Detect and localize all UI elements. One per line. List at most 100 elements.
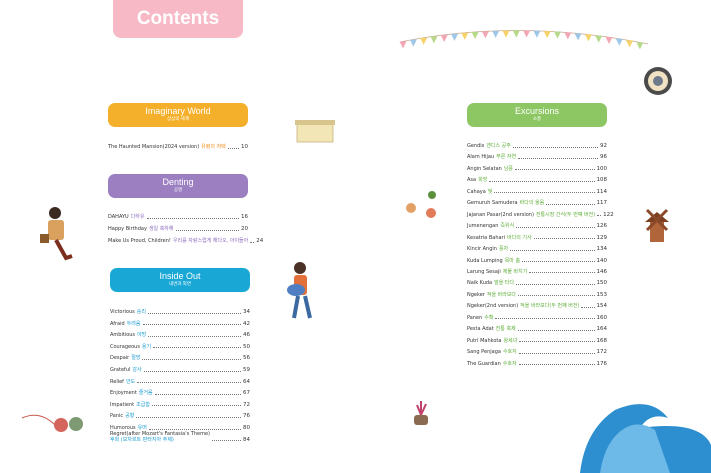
- dot-leader: [153, 347, 241, 349]
- bunting-flag: [543, 31, 551, 39]
- dot-leader: [142, 324, 241, 326]
- entry-subtitle: 생일 축하해: [148, 226, 174, 232]
- entry-text: Gemuruh Samudera 바다의 울음: [467, 200, 544, 206]
- page-number: 20: [241, 226, 248, 232]
- entry-text: Putri Mahkota 왕세녀: [467, 338, 517, 344]
- section-subtitle: 공명: [173, 187, 183, 192]
- entry-text: Ambitious 야망: [110, 332, 146, 338]
- entry-subtitle: 즐거움: [138, 390, 153, 397]
- page-number: 176: [596, 360, 608, 367]
- page-number: 164: [596, 326, 608, 333]
- entry-subtitle: 바다의 울음: [519, 200, 545, 207]
- entry-title: Ngeker: [467, 291, 485, 298]
- entry-title: Larung Sesaji: [467, 268, 501, 275]
- section-subtitle: 소풍: [532, 116, 542, 121]
- entry-subtitle: 안도: [125, 378, 136, 385]
- entry-title: Asa: [467, 177, 477, 184]
- dot-leader: [489, 180, 595, 182]
- toc-entry: Gemuruh Samudera 바다의 울음 117: [467, 196, 607, 206]
- toc-entry: Larung Sesaji 제물 바치기 146: [467, 265, 607, 275]
- entry-title: Impatient: [110, 401, 135, 408]
- dot-leader: [142, 358, 241, 360]
- bunting-flag: [430, 36, 438, 44]
- entry-title: Gemuruh Samudera: [467, 200, 518, 207]
- entry-title: Gendis: [467, 143, 485, 149]
- entry-subtitle: 두려움: [126, 320, 141, 327]
- page-number: 146: [596, 268, 608, 275]
- toc-entry: Victorious 승리 34: [110, 305, 250, 315]
- entry-title: Kesatria Bahari: [467, 234, 506, 241]
- page-number: 24: [256, 238, 264, 244]
- bunting-flag: [554, 31, 561, 39]
- dot-leader: [175, 229, 239, 231]
- page-title: Contents: [113, 0, 243, 38]
- page-number: 150: [596, 280, 608, 287]
- dot-leader: [148, 428, 241, 430]
- entry-title: Grateful: [110, 367, 131, 373]
- toc-entry: The Haunted Mansion(2024 version) 유령의 저택 1…: [108, 140, 248, 150]
- dot-leader: [510, 249, 595, 251]
- dot-leader: [494, 192, 595, 194]
- toc-entry: Angin Selatan 남풍 100: [467, 162, 607, 172]
- entry-title: Ambitious: [110, 332, 136, 339]
- page-number: 160: [596, 314, 608, 321]
- dot-leader: [518, 157, 598, 159]
- bunting-flag: [605, 37, 613, 45]
- entry-subtitle: 후회 (모차르트 판타지아 주제): [110, 436, 174, 443]
- entry-text: Afraid 두려움: [110, 321, 141, 327]
- entry-title: Sang Penjaga: [467, 349, 501, 356]
- page-number: 96: [600, 154, 607, 161]
- entry-text: Pesta Adat 전통 축제: [467, 326, 516, 332]
- entry-text: Gendis 겐디스 공주: [467, 143, 511, 149]
- dot-leader: [518, 364, 595, 366]
- entry-title: Despair: [110, 355, 130, 362]
- toc-entry: Kuda Lumping 목마 춤 140: [467, 254, 607, 264]
- toc-entry: Humorous 유머 80: [110, 421, 250, 431]
- entry-subtitle: 겐디스 공주: [486, 143, 511, 149]
- entry-subtitle: 남풍: [503, 165, 514, 172]
- dot-leader: [581, 306, 595, 308]
- toc-entry: Courageous 용기 50: [110, 340, 250, 350]
- section-title: Excursions: [514, 106, 559, 116]
- entry-subtitle: 공황: [125, 413, 135, 420]
- entry-subtitle: 바다의 기사: [507, 234, 532, 241]
- entry-title: Courageous: [110, 343, 140, 350]
- page-number: 100: [596, 165, 608, 172]
- section-header: Excursions 소풍: [467, 103, 607, 127]
- page-number: 56: [243, 355, 250, 362]
- entry-title: Jajanan Pasar(2nd version): [467, 211, 534, 218]
- toc-entry: Jumenengan 즉위식 126: [467, 219, 607, 229]
- bunting-flag: [626, 40, 634, 48]
- entry-title: The Haunted Mansion(2024 version): [108, 144, 200, 150]
- dot-leader: [143, 370, 241, 372]
- entry-subtitle: 감사: [132, 367, 142, 373]
- entry-text: Cahaya 빛: [467, 189, 492, 195]
- entry-text: Ngeker(2nd version) 적을 바라보다(두 번째 버전): [467, 303, 579, 309]
- page-number: 59: [243, 367, 250, 373]
- bunting-flag: [523, 30, 531, 38]
- section-title: Denting: [162, 177, 194, 187]
- dot-leader: [512, 146, 598, 148]
- page-number: 126: [596, 223, 608, 230]
- entry-text: Ngeker 적을 바라보다: [467, 292, 516, 298]
- toc-entry: Putri Mahkota 왕세녀 168: [467, 334, 607, 344]
- toc-entry: Despair 절망 56: [110, 351, 250, 361]
- toc-entry: Alam Hijau 푸른 자연 96: [467, 150, 607, 160]
- page-number: 153: [596, 291, 608, 298]
- entry-text: Asa 희망: [467, 177, 487, 183]
- page-number: 34: [243, 309, 250, 315]
- toc-entry: Cahaya 빛 114: [467, 185, 607, 195]
- entry-subtitle: 수호자: [502, 360, 517, 367]
- entry-subtitle: 왕세녀: [503, 337, 518, 344]
- entry-subtitle: 풍차: [498, 246, 509, 253]
- entry-text: Jajanan Pasar(2nd version) 전통시장 간식(두 번째 버…: [467, 212, 595, 218]
- page-number: 10: [241, 144, 248, 150]
- entry-text: Kincir Angin 풍차: [467, 246, 508, 252]
- entry-title: Angin Selatan: [467, 165, 502, 172]
- entry-title: Happy Birthday: [108, 226, 147, 232]
- page-number: 92: [600, 143, 607, 149]
- entry-text: Larung Sesaji 제물 바치기: [467, 269, 527, 275]
- page-number: 72: [243, 401, 250, 408]
- entry-title: Naik Kuda: [467, 280, 493, 287]
